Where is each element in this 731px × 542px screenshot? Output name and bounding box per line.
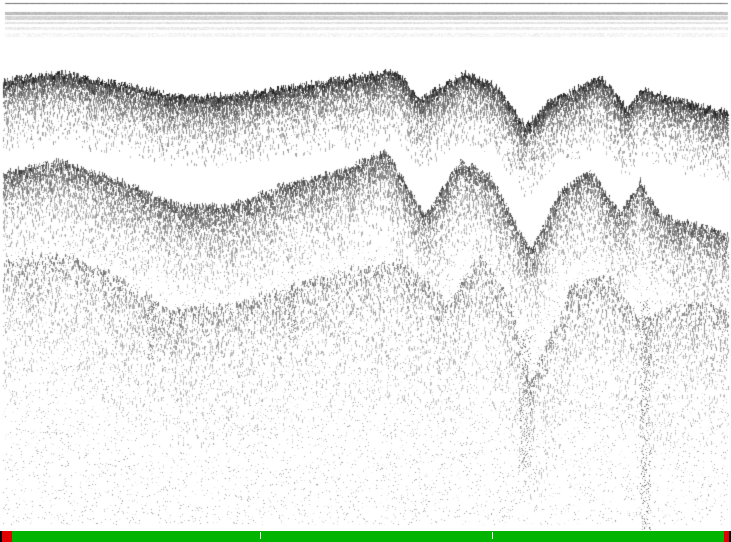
- status-segment-bad[interactable]: [724, 531, 731, 542]
- echogram-image: [0, 0, 731, 530]
- status-segment-bad[interactable]: [0, 531, 12, 542]
- ping-status-bar[interactable]: [0, 531, 731, 542]
- timeline-marker[interactable]: [492, 532, 493, 539]
- status-bar-edge: [0, 531, 2, 542]
- status-bar-edge: [729, 531, 731, 542]
- timeline-marker[interactable]: [260, 532, 261, 539]
- status-segment-good[interactable]: [12, 531, 724, 542]
